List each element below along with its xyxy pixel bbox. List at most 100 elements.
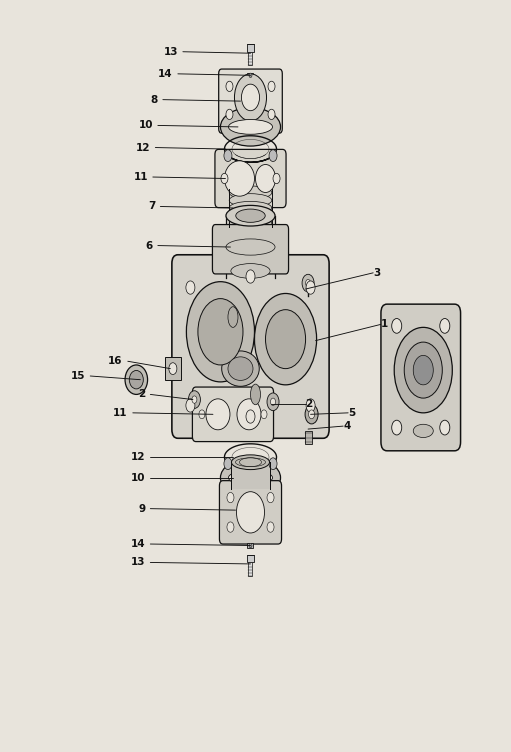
Text: 8: 8 [151, 95, 158, 105]
Text: 2: 2 [138, 390, 145, 399]
Ellipse shape [228, 307, 238, 327]
Circle shape [404, 342, 443, 398]
Circle shape [305, 405, 318, 424]
Circle shape [227, 522, 234, 532]
Text: 9: 9 [138, 504, 145, 514]
Ellipse shape [236, 209, 265, 223]
Text: 16: 16 [108, 356, 123, 366]
Ellipse shape [224, 161, 254, 196]
Circle shape [198, 299, 243, 365]
Circle shape [392, 319, 402, 333]
Ellipse shape [228, 357, 253, 381]
Text: 7: 7 [148, 202, 155, 211]
Ellipse shape [229, 209, 272, 223]
Circle shape [221, 174, 228, 183]
Circle shape [246, 270, 255, 284]
Circle shape [186, 399, 195, 412]
Ellipse shape [229, 217, 272, 230]
Circle shape [306, 280, 311, 287]
Ellipse shape [231, 455, 269, 469]
Text: 11: 11 [133, 172, 148, 182]
Ellipse shape [256, 165, 275, 193]
Ellipse shape [413, 424, 433, 438]
FancyBboxPatch shape [172, 255, 329, 438]
Circle shape [249, 73, 252, 77]
Ellipse shape [250, 384, 261, 405]
Text: 6: 6 [146, 241, 153, 250]
Circle shape [237, 492, 265, 533]
Circle shape [309, 410, 315, 419]
Circle shape [242, 84, 260, 111]
Ellipse shape [222, 351, 259, 387]
Circle shape [413, 356, 433, 385]
Circle shape [226, 109, 233, 120]
Circle shape [226, 81, 233, 92]
Ellipse shape [228, 470, 272, 485]
Circle shape [394, 327, 452, 413]
Text: 13: 13 [164, 47, 178, 56]
Circle shape [189, 391, 200, 408]
Bar [248, 562, 252, 576]
FancyBboxPatch shape [215, 150, 286, 208]
Circle shape [199, 410, 205, 419]
Text: 14: 14 [158, 69, 173, 79]
FancyBboxPatch shape [381, 304, 460, 450]
Circle shape [267, 493, 274, 503]
Text: 10: 10 [138, 120, 153, 130]
Circle shape [266, 310, 306, 368]
Ellipse shape [226, 268, 275, 289]
Text: 3: 3 [373, 268, 380, 277]
Circle shape [249, 543, 252, 547]
Text: 13: 13 [131, 557, 145, 568]
Text: 2: 2 [306, 399, 313, 409]
Circle shape [306, 399, 315, 412]
Circle shape [440, 420, 450, 435]
Circle shape [306, 281, 315, 294]
Circle shape [246, 410, 255, 423]
Circle shape [302, 274, 314, 292]
Text: 10: 10 [131, 473, 145, 483]
Text: 4: 4 [343, 421, 351, 431]
FancyBboxPatch shape [213, 225, 289, 274]
Ellipse shape [229, 194, 272, 207]
FancyBboxPatch shape [193, 387, 273, 441]
Circle shape [267, 522, 274, 532]
Circle shape [440, 319, 450, 333]
Circle shape [261, 410, 267, 419]
Circle shape [254, 293, 317, 385]
Ellipse shape [220, 108, 281, 146]
Ellipse shape [228, 120, 272, 135]
Bar [247, 73, 253, 77]
FancyBboxPatch shape [219, 69, 282, 133]
Circle shape [169, 362, 177, 374]
Text: 5: 5 [348, 408, 355, 418]
Ellipse shape [206, 399, 230, 430]
Ellipse shape [229, 186, 272, 199]
Circle shape [224, 150, 232, 162]
Circle shape [192, 396, 197, 403]
Circle shape [267, 393, 279, 411]
Circle shape [186, 281, 195, 294]
Circle shape [269, 150, 277, 162]
Circle shape [235, 74, 267, 121]
Text: 12: 12 [131, 452, 145, 462]
Ellipse shape [125, 365, 148, 394]
Circle shape [187, 282, 254, 382]
Circle shape [224, 458, 232, 469]
Circle shape [269, 458, 277, 469]
Ellipse shape [129, 371, 143, 389]
Ellipse shape [220, 459, 281, 497]
Bar [247, 44, 254, 52]
Ellipse shape [231, 264, 270, 278]
Ellipse shape [229, 202, 272, 214]
Bar [305, 431, 312, 444]
Circle shape [227, 493, 234, 503]
Text: 11: 11 [113, 408, 128, 418]
Text: 1: 1 [381, 320, 388, 329]
Text: 12: 12 [136, 143, 150, 153]
Ellipse shape [226, 205, 275, 226]
FancyBboxPatch shape [219, 481, 282, 544]
Circle shape [273, 174, 280, 183]
Circle shape [392, 420, 402, 435]
Bar [247, 543, 253, 547]
